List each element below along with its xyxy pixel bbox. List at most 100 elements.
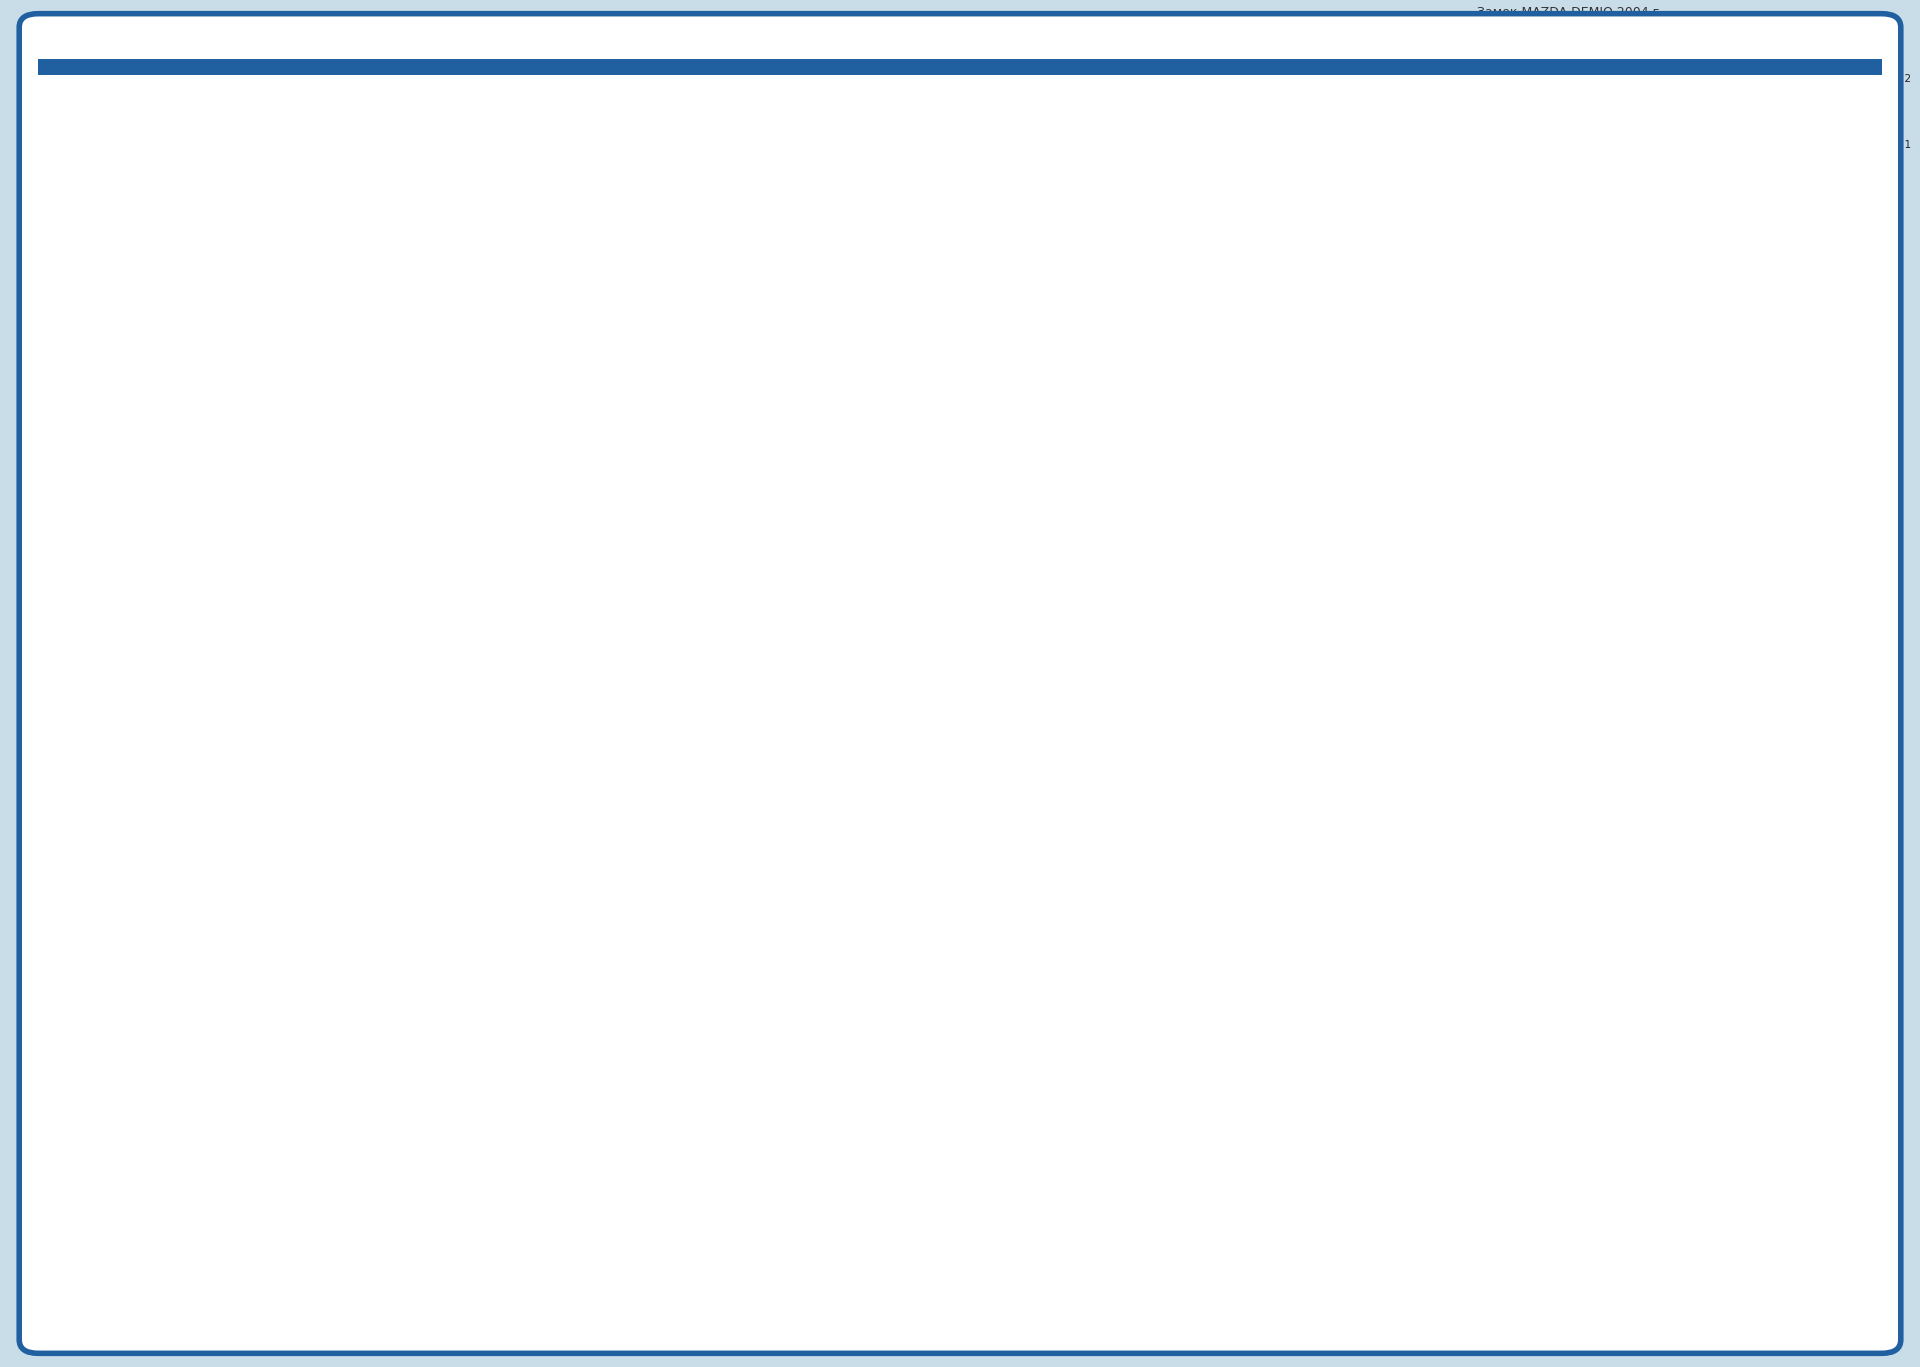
Circle shape — [541, 573, 549, 581]
Text: черно-красный: черно-красный — [159, 617, 236, 627]
FancyBboxPatch shape — [856, 241, 1010, 258]
FancyBboxPatch shape — [240, 87, 436, 477]
FancyBboxPatch shape — [856, 278, 1010, 295]
FancyBboxPatch shape — [856, 473, 1004, 491]
Text: синий: синий — [159, 673, 190, 684]
Text: черно-красный: черно-красный — [860, 344, 939, 354]
Text: +12В: +12В — [1839, 96, 1868, 107]
FancyBboxPatch shape — [856, 258, 1010, 278]
Text: → Вход контроля работы двигателя (по тахометру, по генератору): → Вход контроля работы двигателя (по тах… — [1016, 458, 1338, 468]
Text: сине-черный: сине-черный — [159, 645, 225, 655]
Circle shape — [541, 402, 549, 410]
FancyBboxPatch shape — [40, 364, 125, 425]
FancyBboxPatch shape — [154, 789, 284, 807]
Text: серый: серый — [860, 477, 893, 487]
Text: X2: X2 — [518, 221, 534, 235]
FancyBboxPatch shape — [228, 46, 305, 98]
Circle shape — [541, 649, 549, 658]
Text: → Выход на световые сигналы (+): → Выход на световые сигналы (+) — [1016, 344, 1179, 354]
FancyBboxPatch shape — [887, 124, 1066, 144]
FancyBboxPatch shape — [887, 185, 1066, 204]
Text: черно-желтый (толстый): черно-желтый (толстый) — [893, 89, 1029, 98]
Circle shape — [541, 228, 549, 236]
Text: Контакты встроенных реле управления: Контакты встроенных реле управления — [1192, 271, 1457, 283]
Text: черно-желтый (тонкий): черно-желтый (тонкий) — [893, 170, 1023, 179]
FancyBboxPatch shape — [887, 85, 1066, 103]
Text: зелено-черный: зелено-черный — [159, 766, 236, 775]
FancyBboxPatch shape — [154, 612, 284, 632]
FancyBboxPatch shape — [856, 360, 1004, 377]
Text: → Выход на световые сигналы (+): → Выход на световые сигналы (+) — [1016, 364, 1179, 372]
FancyBboxPatch shape — [154, 668, 284, 688]
Text: контакты
реле
открывания: контакты реле открывания — [98, 632, 156, 662]
Text: типовая схема подключения: типовая схема подключения — [687, 53, 1279, 92]
FancyBboxPatch shape — [856, 586, 1004, 606]
FancyBboxPatch shape — [887, 145, 1066, 163]
Circle shape — [541, 498, 549, 504]
Text: X8: X8 — [184, 293, 200, 303]
Bar — [591, 515, 645, 544]
FancyBboxPatch shape — [1388, 360, 1444, 377]
Text: желто-красный: желто-красный — [860, 496, 941, 506]
FancyBboxPatch shape — [856, 313, 1010, 331]
Text: оранжево-серый: оранжево-серый — [860, 648, 947, 658]
Text: контакты
реле
запирания: контакты реле запирания — [98, 752, 150, 782]
FancyBboxPatch shape — [856, 663, 1004, 681]
FancyBboxPatch shape — [856, 625, 1004, 642]
Circle shape — [541, 190, 549, 198]
Circle shape — [515, 617, 526, 627]
Circle shape — [541, 344, 549, 353]
FancyBboxPatch shape — [856, 492, 1004, 510]
Text: )))): )))) — [1703, 418, 1722, 432]
Circle shape — [541, 264, 549, 272]
Text: зелено-черный: зелено-черный — [860, 317, 943, 327]
Text: красный: красный — [893, 109, 941, 119]
Text: оранж.фиолет.: оранж.фиолет. — [860, 591, 939, 601]
Text: Сервисная
кнопка: Сервисная кнопка — [108, 342, 163, 362]
Text: черно-красный: черно-красный — [860, 262, 945, 273]
Text: Замок
зажигания: Замок зажигания — [1659, 101, 1716, 123]
Text: Светодиодный
индикатор: Светодиодный индикатор — [94, 249, 169, 269]
FancyBboxPatch shape — [856, 606, 1004, 623]
Text: +12V: +12V — [461, 623, 511, 641]
Text: Аксессуары: Аксессуары — [1839, 118, 1905, 128]
Text: 30 секунд: 30 секунд — [806, 524, 872, 536]
Text: HP: HP — [290, 737, 303, 746]
Text: ← Вход концевика тормоза (-): ← Вход концевика тормоза (-) — [1016, 515, 1158, 525]
FancyBboxPatch shape — [856, 530, 1004, 548]
Circle shape — [541, 383, 549, 391]
FancyBboxPatch shape — [856, 550, 1004, 567]
Circle shape — [541, 611, 549, 619]
Circle shape — [54, 329, 88, 365]
FancyBboxPatch shape — [856, 644, 1004, 662]
Circle shape — [541, 319, 549, 325]
FancyBboxPatch shape — [856, 379, 1004, 396]
Text: HP: HP — [290, 617, 303, 627]
Text: Фишка у педали тормоза: Фишка у педали тормоза — [1549, 513, 1682, 522]
FancyBboxPatch shape — [856, 416, 1004, 433]
FancyBboxPatch shape — [856, 340, 1004, 358]
Circle shape — [541, 534, 549, 543]
Text: сине-красный: сине-красный — [860, 629, 931, 638]
Text: оранж.красный: оранж.красный — [860, 571, 941, 582]
Circle shape — [541, 299, 549, 308]
Text: черно-красный: черно-красный — [860, 439, 939, 448]
Circle shape — [541, 421, 549, 429]
Text: сине-черный: сине-черный — [860, 299, 931, 309]
Text: НР — нормально разомкнутый     НЗ — нормально замкнутый: НР — нормально разомкнутый НЗ — нормальн… — [36, 857, 399, 867]
Text: желто-черный: желто-черный — [860, 534, 935, 544]
FancyBboxPatch shape — [52, 241, 84, 261]
Text: A91: A91 — [230, 51, 303, 83]
Text: X4: X4 — [518, 335, 534, 349]
Circle shape — [541, 109, 549, 118]
Text: ← Петля выбора типа КПП: ← Петля выбора типа КПП — [1016, 402, 1140, 410]
Circle shape — [541, 478, 549, 487]
Text: H3: H3 — [290, 645, 303, 655]
FancyBboxPatch shape — [154, 761, 284, 779]
Circle shape — [541, 668, 549, 677]
Text: Модуль
приемо-
передатчика: Модуль приемо- передатчика — [60, 212, 127, 245]
Bar — [660, 515, 716, 544]
FancyBboxPatch shape — [856, 454, 1004, 472]
FancyBboxPatch shape — [31, 634, 92, 811]
Text: форсунка 1ого цилиндра: форсунка 1ого цилиндра — [1549, 455, 1680, 465]
